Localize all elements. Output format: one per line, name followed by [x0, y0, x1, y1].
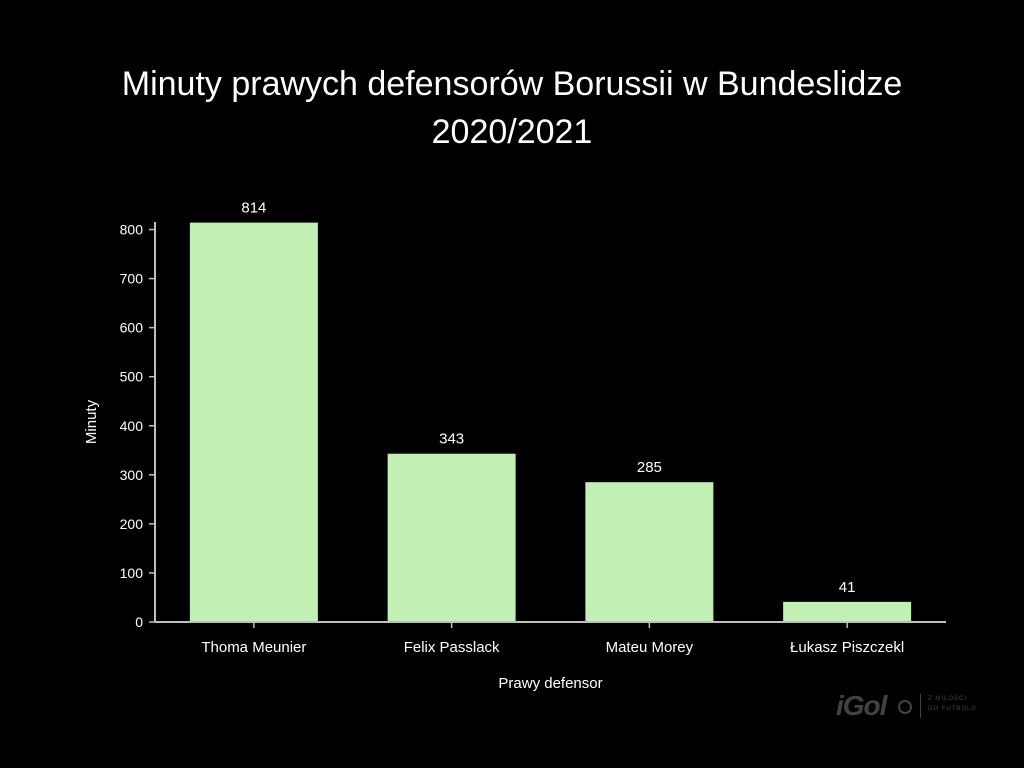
x-tick-label: Łukasz Piszczekl [790, 639, 904, 656]
chart-title-line2: 2020/2021 [431, 113, 593, 151]
data-label: 343 [439, 431, 464, 448]
bars [189, 222, 912, 622]
data-label: 41 [839, 579, 856, 596]
watermark-logo: iGol [836, 690, 887, 721]
y-tick-label: 400 [120, 418, 144, 434]
igol-watermark: iGol Z MIŁOŚCI DO FUTBOLU [836, 690, 996, 724]
chart-title: Minuty prawych defensorów Borussii w Bun… [0, 60, 1024, 156]
football-icon [898, 700, 912, 714]
bar [783, 601, 912, 622]
y-tick-label: 100 [120, 565, 144, 581]
data-label: 285 [637, 459, 662, 476]
watermark-tagline-line2: DO FUTBOLU [928, 706, 977, 712]
y-tick-label: 0 [135, 614, 143, 630]
watermark-divider [920, 694, 921, 718]
bar [387, 453, 516, 622]
x-axis-label: Prawy defensor [498, 675, 602, 692]
data-label: 814 [241, 200, 266, 217]
x-axis-ticks: Thoma Meunier Felix Passlack Mateu Morey Łu… [201, 622, 904, 656]
bar [189, 222, 318, 622]
watermark-tagline-line1: Z MIŁOŚCI [928, 696, 968, 702]
x-tick-label: Thoma Meunier [201, 639, 306, 656]
y-tick-label: 300 [120, 467, 144, 483]
chart-title-line1: Minuty prawych defensorów Borussii w Bun… [121, 65, 903, 103]
y-tick-label: 700 [120, 271, 144, 287]
x-tick-label: Mateu Morey [606, 639, 694, 656]
bar [585, 482, 714, 622]
x-tick-label: Felix Passlack [404, 639, 500, 656]
y-axis-label: Minuty [83, 399, 100, 444]
data-labels: 814 343 285 41 [241, 200, 855, 596]
y-axis-ticks: 0 100 200 300 400 500 600 700 800 [120, 222, 155, 630]
watermark-tagline: Z MIŁOŚCI DO FUTBOLU [928, 694, 998, 714]
y-tick-label: 800 [120, 222, 144, 238]
y-tick-label: 200 [120, 516, 144, 532]
y-tick-label: 600 [120, 320, 144, 336]
y-tick-label: 500 [120, 369, 144, 385]
